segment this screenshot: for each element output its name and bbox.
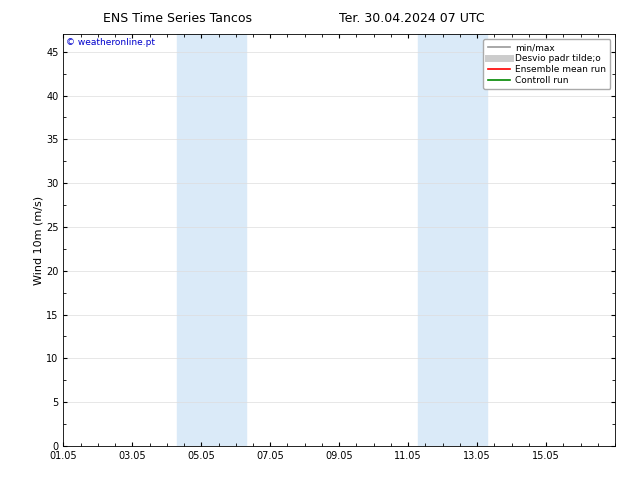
Bar [177,34,246,446]
Text: © weatheronline.pt: © weatheronline.pt [66,38,155,48]
Text: ENS Time Series Tancos: ENS Time Series Tancos [103,12,252,25]
Text: Ter. 30.04.2024 07 UTC: Ter. 30.04.2024 07 UTC [339,12,485,25]
Y-axis label: Wind 10m (m/s): Wind 10m (m/s) [33,196,43,285]
Legend: min/max, Desvio padr tilde;o, Ensemble mean run, Controll run: min/max, Desvio padr tilde;o, Ensemble m… [483,39,611,89]
Bar [418,34,488,446]
